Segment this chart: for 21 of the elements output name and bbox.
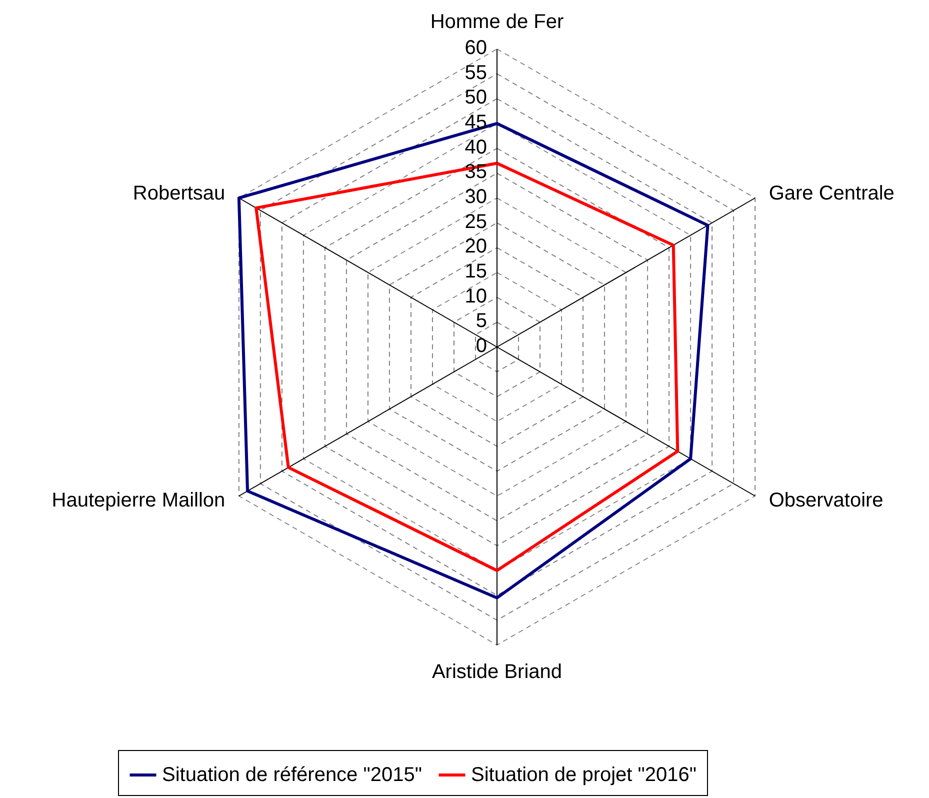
spoke-label: Hautepierre Maillon [52, 489, 226, 512]
y-tick-label: 0 [476, 335, 487, 357]
y-tick-label: 20 [464, 236, 487, 258]
y-tick-label: 35 [464, 161, 487, 184]
y-tick-label: 50 [464, 86, 487, 109]
y-tick-label: 45 [464, 112, 487, 134]
legend-label: Situation de référence "2015" [162, 764, 422, 786]
y-tick-label: 40 [464, 136, 487, 158]
y-tick-label: 15 [464, 260, 487, 282]
y-tick-label: 5 [476, 310, 487, 332]
spoke-label: Robertsau [132, 182, 226, 205]
y-tick-label: 10 [464, 285, 487, 308]
spoke-label: Homme de Fer [430, 11, 564, 34]
y-tick-label: 25 [464, 210, 487, 233]
spoke-label: Aristide Briand [432, 660, 562, 683]
y-tick-label: 30 [464, 186, 487, 208]
y-tick-label: 55 [464, 62, 487, 84]
legend-label: Situation de projet "2016" [471, 764, 696, 786]
spoke-label: Gare Centrale [768, 182, 894, 205]
spoke-label: Observatoire [768, 489, 884, 512]
y-tick-label: 60 [464, 37, 487, 59]
